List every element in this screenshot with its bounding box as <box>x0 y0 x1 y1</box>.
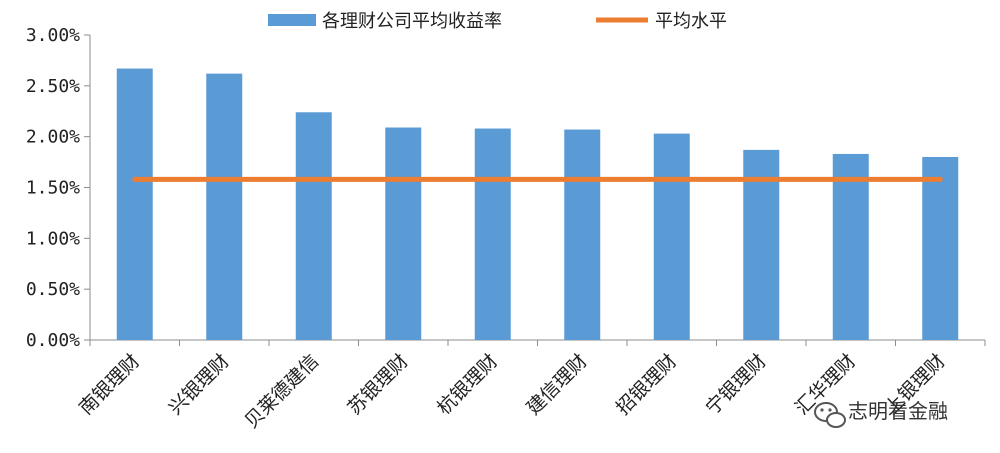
x-tick-label: 兴银理财 <box>164 350 233 419</box>
x-tick-label: 南银理财 <box>75 350 144 419</box>
legend: 各理财公司平均收益率 平均水平 <box>268 11 727 32</box>
x-tick-label: 宁银理财 <box>701 350 770 419</box>
axes: 0.00% 0.50% 1.00% 1.50% 2.00% 2.50% 3.00% <box>26 25 986 351</box>
y-tick-label: 2.50% <box>26 76 80 97</box>
bar <box>116 68 153 341</box>
bar <box>653 133 690 340</box>
y-tick-label: 0.50% <box>26 279 80 300</box>
x-tick-label: 建信理财 <box>522 350 591 419</box>
y-tick-label: 3.00% <box>26 25 80 46</box>
y-tick-label: 0.00% <box>26 330 80 351</box>
legend-label-bar: 各理财公司平均收益率 <box>322 11 502 32</box>
legend-swatch-bar <box>268 14 316 26</box>
y-tick-label: 2.00% <box>26 127 80 148</box>
bar <box>385 127 422 341</box>
x-tick-label: 苏银理财 <box>343 350 412 419</box>
bars <box>116 68 959 341</box>
category-labels: 南银理财 兴银理财 贝莱德建信 苏银理财 杭银理财 建信理财 招银理财 宁银理财 汇华理财 上银理… <box>75 350 950 433</box>
watermark-text: 志明看金融 <box>848 399 948 423</box>
y-tick-label: 1.50% <box>26 178 80 199</box>
bar <box>832 153 869 340</box>
legend-label-line: 平均水平 <box>655 11 727 32</box>
bar <box>564 129 601 340</box>
bar <box>206 73 243 340</box>
wechat-icon <box>814 402 846 428</box>
bar <box>295 112 332 341</box>
y-tick-label: 1.00% <box>26 228 80 249</box>
bar <box>474 128 511 340</box>
watermark: 志明看金融 <box>814 399 948 428</box>
x-tick-label: 杭银理财 <box>433 350 502 419</box>
x-tick-label: 招银理财 <box>612 350 681 419</box>
x-tick-label: 贝莱德建信 <box>241 350 324 433</box>
bar <box>922 157 959 340</box>
